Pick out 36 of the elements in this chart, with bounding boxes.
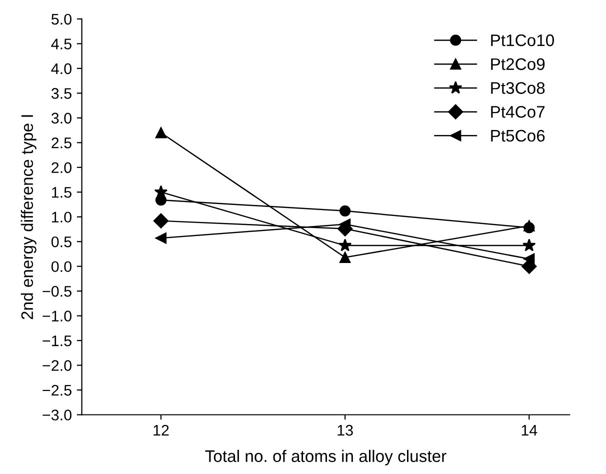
y-tick-label: 1.0 <box>52 212 72 223</box>
legend-label: Pt3Co8 <box>491 82 545 94</box>
y-tick-label: −0.5 <box>42 286 72 297</box>
y-tick-label: 4.5 <box>51 38 72 50</box>
point <box>154 185 168 198</box>
y-tick-label: −3.0 <box>42 410 72 420</box>
y-tick-label: −2.0 <box>42 360 72 371</box>
legend-label: Pt5Co6 <box>491 130 545 142</box>
legend-label: Pt1Co10 <box>491 34 554 46</box>
y-tick-label: −2.5 <box>42 384 72 396</box>
y-tick-label: 3.5 <box>51 88 72 99</box>
point <box>155 232 167 244</box>
legend-label: Pt2Co9 <box>491 58 545 70</box>
point <box>340 205 351 216</box>
y-tick-label: 0.5 <box>51 236 72 248</box>
x-tick-label: 13 <box>338 424 353 436</box>
y-tick-label: 0.0 <box>51 261 72 272</box>
y-tick-label: 3.0 <box>51 112 72 124</box>
y-tick-label: 4.0 <box>51 63 72 74</box>
y-tick-label: 2.5 <box>52 138 72 148</box>
legend-label: Pt4Co7 <box>491 106 545 118</box>
point <box>338 238 352 252</box>
point <box>155 127 167 138</box>
point <box>340 252 351 263</box>
x-tick-label: 12 <box>154 424 169 436</box>
y-axis-title: 2nd energy difference type I <box>20 115 36 320</box>
y-tick-label: 5.0 <box>51 14 72 25</box>
y-tick-label: −1.0 <box>42 310 72 322</box>
y-tick-label: 1.5 <box>52 187 72 198</box>
x-tick-label: 14 <box>522 425 538 436</box>
point <box>153 213 169 228</box>
point <box>524 253 535 264</box>
y-tick-label: 2.0 <box>52 162 72 174</box>
y-tick-label: −1.5 <box>42 336 72 346</box>
point <box>522 238 536 252</box>
x-axis-title: Total no. of atoms in alloy cluster <box>205 450 446 466</box>
